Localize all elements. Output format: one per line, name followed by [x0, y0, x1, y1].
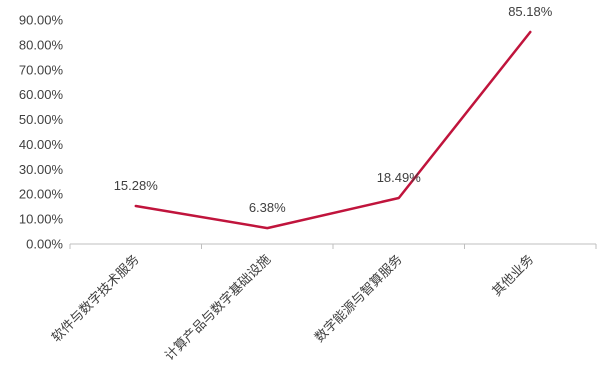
data-label: 6.38%	[249, 200, 286, 215]
y-tick-label: 70.00%	[19, 62, 64, 77]
series-line	[134, 30, 532, 230]
y-tick-label: 50.00%	[19, 112, 64, 127]
x-category-label: 数字能源与智算服务	[312, 252, 406, 346]
data-label: 85.18%	[508, 4, 553, 19]
y-tick-label: 30.00%	[19, 162, 64, 177]
data-label: 15.28%	[114, 178, 159, 193]
x-category-label: 计算产品与数字基础设施	[162, 252, 274, 364]
y-tick-label: 60.00%	[19, 87, 64, 102]
y-tick-label: 80.00%	[19, 37, 64, 52]
y-tick-label: 10.00%	[19, 212, 64, 227]
y-tick-label: 40.00%	[19, 137, 64, 152]
x-category-label: 其他业务	[489, 252, 537, 300]
x-category-label: 软件与数字技术服务	[49, 252, 143, 346]
data-label: 18.49%	[377, 170, 422, 185]
y-tick-label: 90.00%	[19, 13, 64, 28]
y-tick-label: 0.00%	[26, 237, 63, 252]
y-tick-label: 20.00%	[19, 187, 64, 202]
